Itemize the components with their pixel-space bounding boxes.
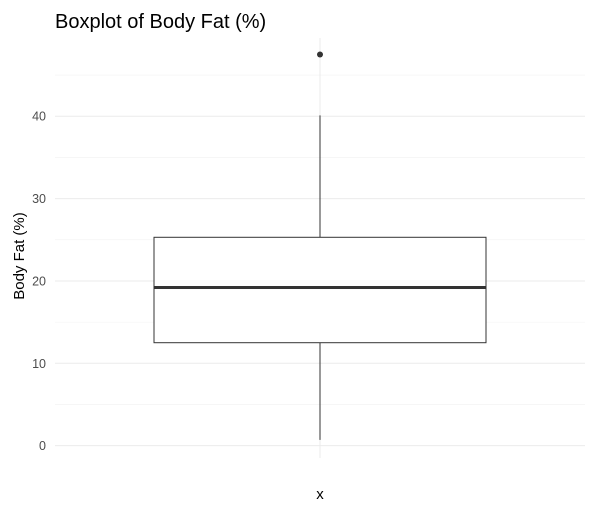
box-layer [153, 51, 487, 440]
y-tick-labels: 0 10 20 30 40 [32, 110, 46, 453]
interquartile-box [153, 236, 487, 344]
outlier-point [317, 51, 323, 58]
chart-title: Boxplot of Body Fat (%) [55, 11, 266, 33]
y-tick-label: 30 [32, 192, 46, 206]
x-axis-title: x [316, 486, 324, 503]
y-tick-label: 0 [39, 439, 46, 453]
y-axis-title: Body Fat (%) [11, 212, 28, 300]
y-tick-label: 40 [32, 110, 46, 124]
y-tick-label: 20 [32, 274, 46, 288]
y-tick-label: 10 [32, 357, 46, 371]
